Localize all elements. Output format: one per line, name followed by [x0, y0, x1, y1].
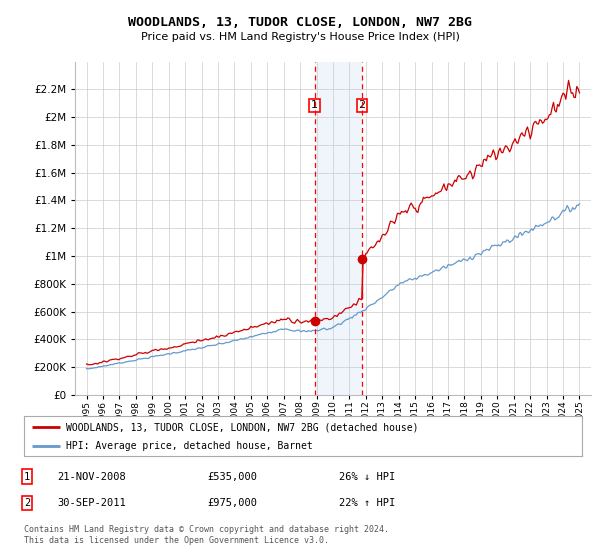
Text: 1: 1: [311, 100, 318, 110]
Bar: [314, 62, 362, 395]
Text: 21-NOV-2008: 21-NOV-2008: [57, 472, 126, 482]
Text: WOODLANDS, 13, TUDOR CLOSE, LONDON, NW7 2BG (detached house): WOODLANDS, 13, TUDOR CLOSE, LONDON, NW7 …: [66, 422, 418, 432]
Text: HPI: Average price, detached house, Barnet: HPI: Average price, detached house, Barn…: [66, 441, 313, 451]
Text: £535,000: £535,000: [207, 472, 257, 482]
Text: 30-SEP-2011: 30-SEP-2011: [57, 498, 126, 508]
Text: Contains HM Land Registry data © Crown copyright and database right 2024.
This d: Contains HM Land Registry data © Crown c…: [24, 525, 389, 545]
Text: 2: 2: [24, 498, 30, 508]
Text: Price paid vs. HM Land Registry's House Price Index (HPI): Price paid vs. HM Land Registry's House …: [140, 32, 460, 43]
Text: £975,000: £975,000: [207, 498, 257, 508]
Text: 26% ↓ HPI: 26% ↓ HPI: [339, 472, 395, 482]
Text: WOODLANDS, 13, TUDOR CLOSE, LONDON, NW7 2BG: WOODLANDS, 13, TUDOR CLOSE, LONDON, NW7 …: [128, 16, 472, 29]
Text: 1: 1: [24, 472, 30, 482]
Text: 22% ↑ HPI: 22% ↑ HPI: [339, 498, 395, 508]
Text: 2: 2: [358, 100, 365, 110]
